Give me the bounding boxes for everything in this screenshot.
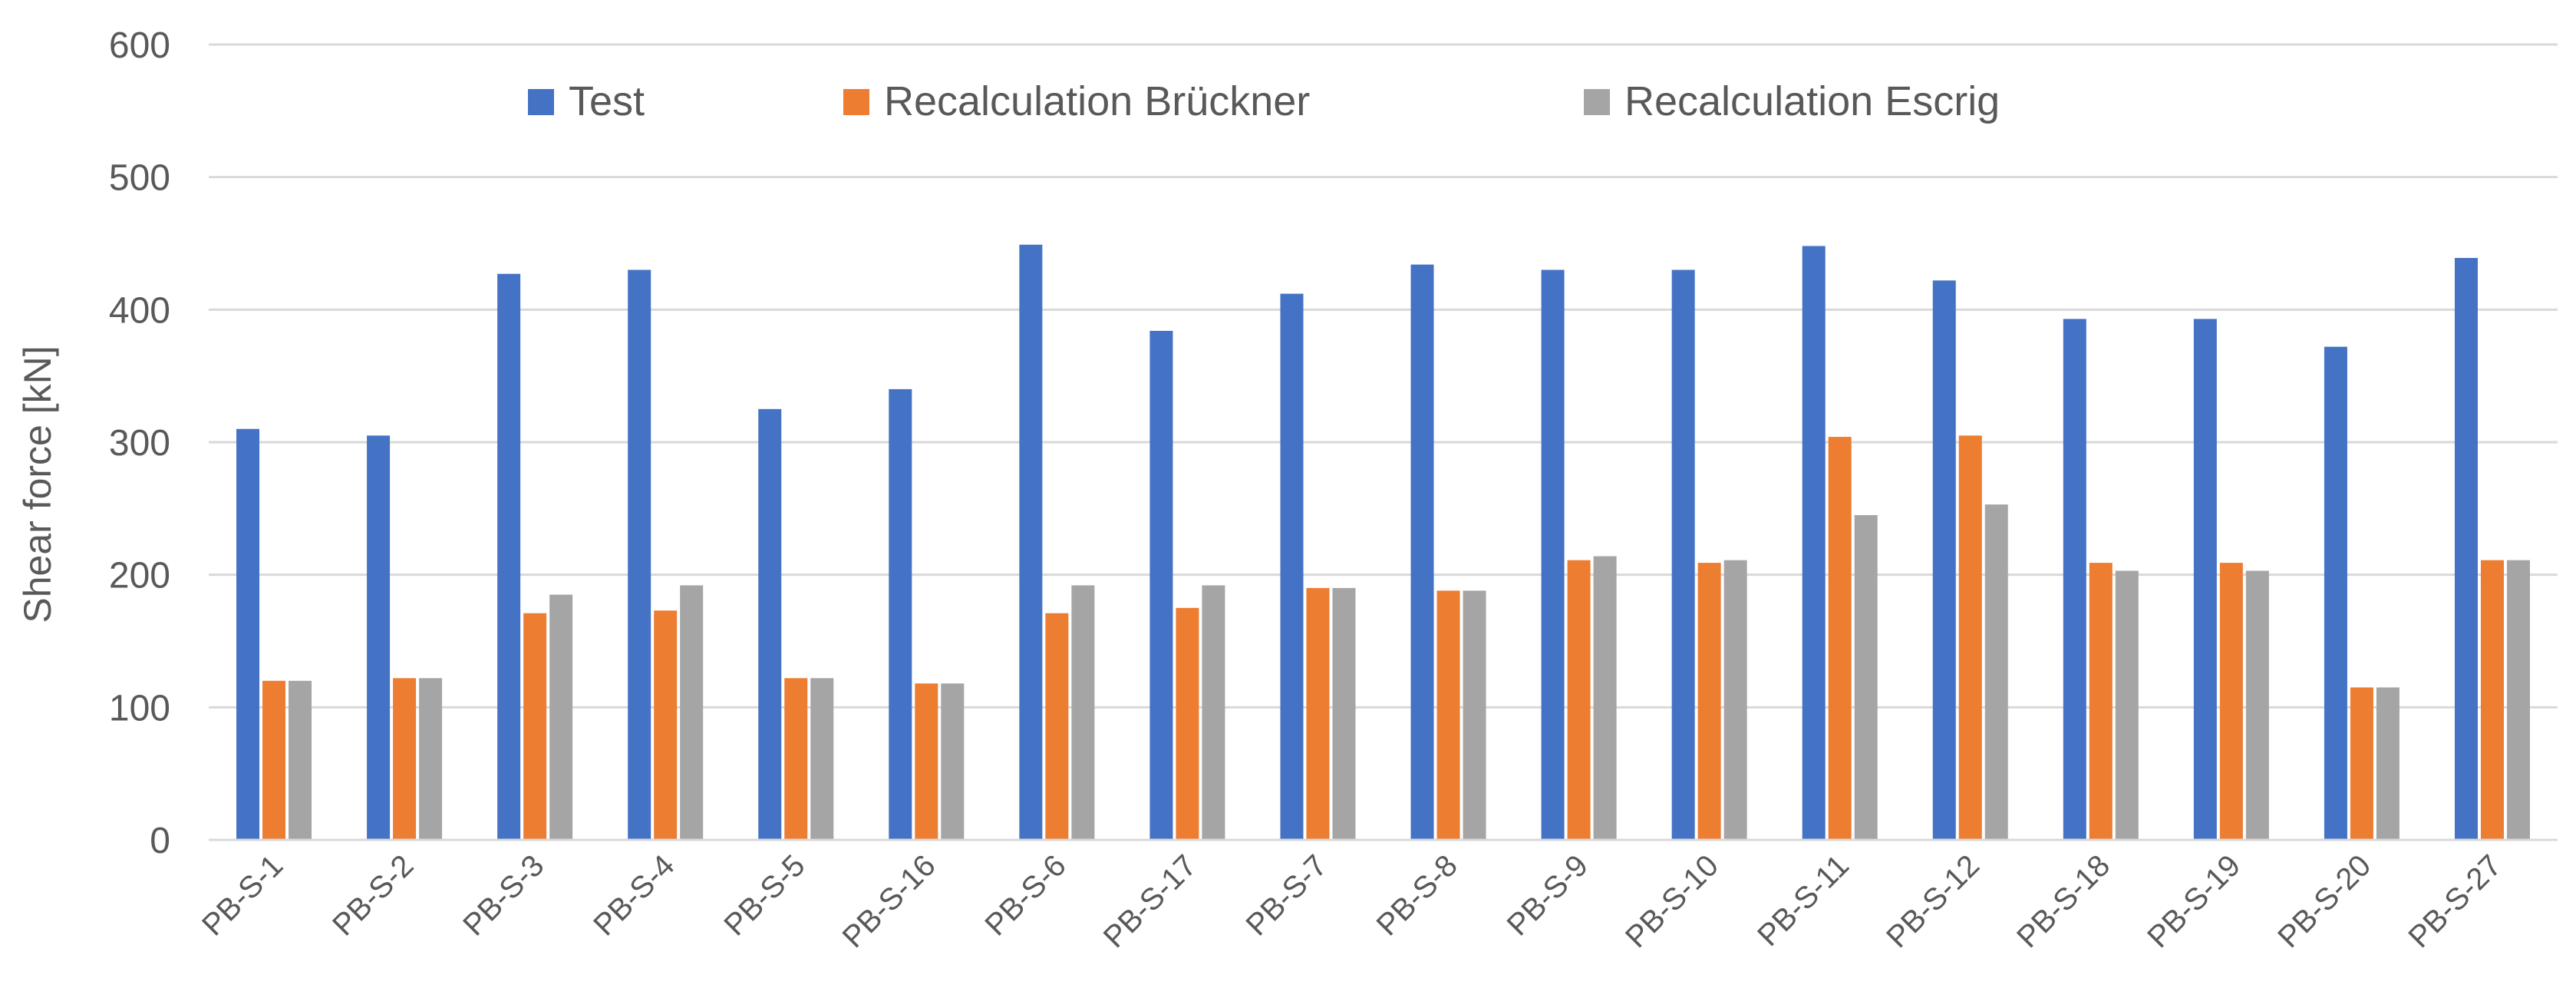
bar-recalculation-escrig	[1723, 560, 1747, 840]
bar-recalculation-br-ckner	[523, 613, 547, 840]
bar-test	[367, 435, 391, 840]
y-tick-label: 300	[109, 423, 170, 464]
x-category-label: PB-S-27	[2402, 848, 2508, 954]
bar-test	[497, 273, 521, 840]
bar-recalculation-br-ckner	[654, 610, 678, 840]
y-tick-label: 600	[109, 25, 170, 66]
legend-label: Test	[569, 78, 645, 124]
bar-recalculation-escrig	[2245, 570, 2269, 840]
x-category-label: PB-S-6	[978, 848, 1072, 942]
bar-recalculation-escrig	[2115, 570, 2139, 840]
bar-recalculation-br-ckner	[1828, 437, 1852, 840]
y-tick-label: 100	[109, 688, 170, 729]
x-category-label: PB-S-16	[836, 848, 942, 954]
bar-recalculation-escrig	[549, 594, 573, 840]
gridlines	[209, 43, 2558, 709]
x-category-label: PB-S-12	[1880, 848, 1986, 954]
bar-recalculation-escrig	[419, 678, 443, 840]
y-axis-tick-labels: 0 100 200 300 400 500 600	[109, 25, 170, 861]
x-category-label: PB-S-7	[1240, 848, 1334, 942]
y-tick-label: 500	[109, 158, 170, 199]
y-tick-label: 200	[109, 556, 170, 597]
legend-swatch	[528, 89, 554, 115]
legend-label: Recalculation Escrig	[1624, 78, 2000, 124]
bar-recalculation-br-ckner	[1697, 563, 1721, 840]
bar-recalculation-br-ckner	[2089, 563, 2113, 840]
x-category-label: PB-S-19	[2141, 848, 2247, 954]
bar-recalculation-br-ckner	[1436, 590, 1460, 840]
bar-recalculation-escrig	[1071, 585, 1095, 840]
bar-recalculation-escrig	[1984, 504, 2008, 840]
bar-test	[1019, 244, 1043, 840]
x-category-label: PB-S-10	[1619, 848, 1725, 954]
bar-test	[1280, 293, 1304, 840]
bar-test	[2193, 319, 2217, 840]
x-category-label: PB-S-9	[1501, 848, 1595, 942]
bar-recalculation-br-ckner	[262, 680, 286, 840]
x-category-label: PB-S-18	[2010, 848, 2116, 954]
bar-recalculation-br-ckner	[1958, 435, 1982, 840]
x-category-label: PB-S-17	[1097, 848, 1203, 954]
bars	[236, 244, 2530, 841]
legend-swatch	[843, 89, 869, 115]
bar-recalculation-escrig	[1463, 590, 1486, 840]
bar-recalculation-br-ckner	[2219, 563, 2243, 840]
x-category-label: PB-S-3	[457, 848, 550, 942]
bar-test	[889, 388, 912, 840]
y-tick-label: 0	[150, 821, 170, 861]
bar-recalculation-escrig	[2506, 560, 2530, 840]
bar-recalculation-br-ckner	[2350, 687, 2373, 840]
x-category-label: PB-S-5	[717, 848, 811, 942]
bar-recalculation-br-ckner	[393, 678, 417, 840]
bar-recalculation-br-ckner	[2480, 560, 2504, 840]
x-axis-category-labels: PB-S-1 PB-S-2 PB-S-3 PB-S-4 PB-S-5 PB-S-16 PB-…	[196, 848, 2508, 954]
x-category-label: PB-S-4	[587, 848, 681, 942]
bar-test	[1932, 280, 1956, 840]
bar-recalculation-br-ckner	[1567, 560, 1591, 840]
bar-recalculation-escrig	[1854, 514, 1878, 840]
x-category-label: PB-S-2	[326, 848, 420, 942]
bar-recalculation-escrig	[1332, 587, 1356, 840]
bar-test	[758, 408, 782, 840]
y-axis-title: Shear force [kN]	[16, 345, 59, 623]
bar-recalculation-escrig	[941, 683, 965, 840]
x-category-label: PB-S-8	[1370, 848, 1464, 942]
x-category-label: PB-S-1	[196, 848, 289, 942]
legend-swatch	[1584, 89, 1610, 115]
bar-test	[628, 269, 651, 840]
x-category-label: PB-S-11	[1751, 848, 1855, 953]
bar-test	[1802, 246, 1826, 840]
bar-recalculation-escrig	[680, 585, 704, 840]
bar-test	[1410, 264, 1434, 840]
bar-recalculation-br-ckner	[784, 678, 808, 840]
bar-recalculation-br-ckner	[1176, 607, 1199, 840]
legend: Test Recalculation Brückner Recalculation …	[528, 78, 2000, 124]
bar-test	[2324, 346, 2347, 840]
bar-recalculation-br-ckner	[915, 683, 938, 840]
x-category-label: PB-S-20	[2271, 848, 2377, 954]
bar-recalculation-br-ckner	[1306, 587, 1330, 840]
bar-recalculation-escrig	[1202, 585, 1225, 840]
bar-recalculation-escrig	[810, 678, 834, 840]
bar-recalculation-escrig	[289, 680, 312, 840]
bar-recalculation-escrig	[1593, 556, 1617, 840]
bar-test	[2454, 257, 2478, 840]
bar-test	[1149, 330, 1173, 841]
bar-test	[1671, 269, 1695, 840]
bar-test	[1541, 269, 1565, 840]
legend-label: Recalculation Brückner	[884, 78, 1310, 124]
y-tick-label: 400	[109, 290, 170, 331]
bar-test	[2063, 319, 2086, 840]
bar-recalculation-br-ckner	[1045, 613, 1069, 840]
bar-test	[236, 428, 260, 840]
bar-recalculation-escrig	[2376, 687, 2400, 840]
